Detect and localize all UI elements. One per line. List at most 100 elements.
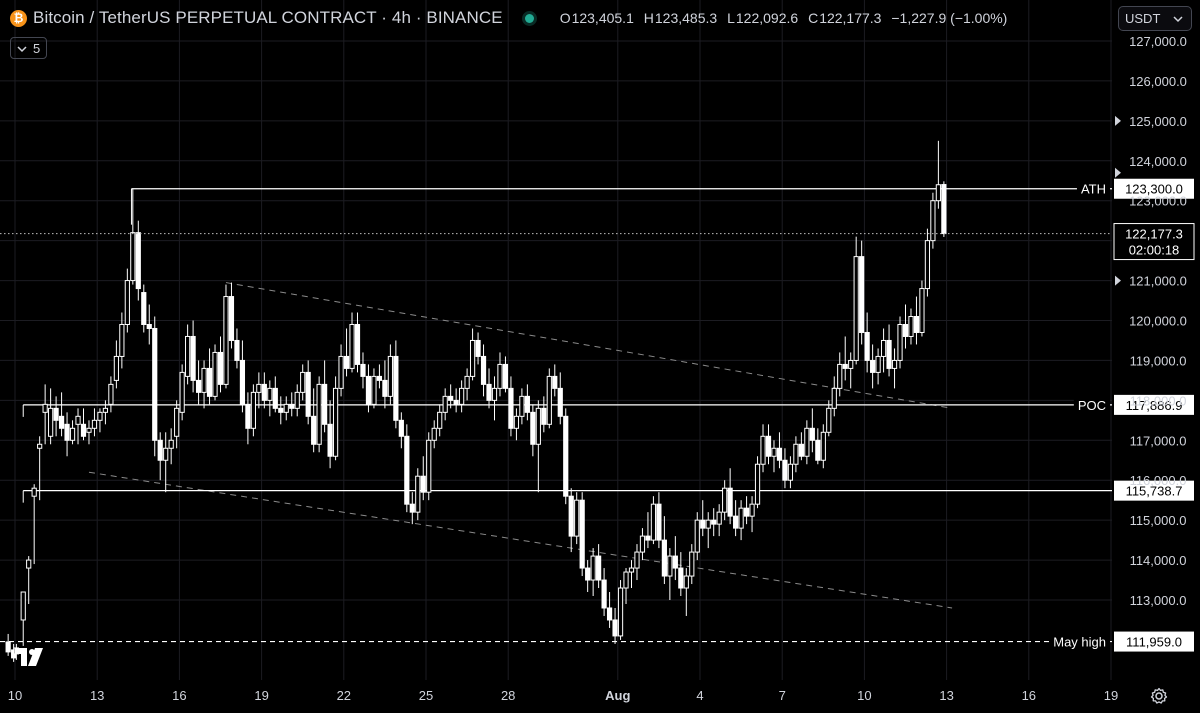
candle-body (585, 567, 591, 581)
change-value: −1,227.9 (−1.00%) (891, 10, 1008, 26)
time-axis-label: 25 (419, 688, 433, 703)
horizontal-levels: ATH 123,300.0 POC 117,886.9 115,738.7 May hig… (0, 178, 1194, 652)
candle-body (245, 403, 251, 429)
candle-body (552, 375, 558, 389)
symbol-header[interactable]: ₿ Bitcoin / TetherUS PERPETUAL CONTRACT … (10, 7, 1013, 29)
candle-body (37, 443, 43, 449)
candle-body (360, 363, 366, 377)
candle-body (327, 423, 333, 457)
candle-countdown-label: 02:00:18 (1129, 243, 1180, 258)
time-axis-label: 16 (172, 688, 186, 703)
candle-body (223, 296, 229, 385)
time-axis-label: 7 (779, 688, 786, 703)
open-label: O (559, 10, 571, 26)
candle-body (437, 411, 443, 429)
candle-body (431, 427, 437, 441)
time-axis: 10 13 16 19 22 25 28 Aug 4 7 10 13 16 19 (8, 688, 1118, 703)
candle-body (398, 419, 404, 437)
candle-body (760, 435, 766, 465)
candle-body (875, 355, 881, 373)
candle-body (859, 256, 865, 333)
gear-icon[interactable] (1150, 687, 1168, 705)
candle-body (880, 339, 887, 357)
currency-select[interactable]: USDT (1118, 6, 1192, 31)
candle-body (634, 551, 640, 569)
candle-body (185, 335, 191, 377)
candle-body (190, 335, 196, 381)
candle-body (316, 383, 322, 445)
candle-body (700, 519, 706, 529)
candle-body (415, 475, 421, 513)
candle-body (305, 371, 311, 417)
candle-body (886, 339, 892, 369)
candle-body (42, 403, 48, 413)
candle-body (820, 431, 826, 461)
candle-body (568, 495, 574, 537)
candle-body (80, 423, 87, 437)
market-open-indicator (524, 13, 534, 23)
price-axis: 127,000.0 126,000.0 125,000.0 124,000.0 123,… (1115, 34, 1187, 608)
candle-body (738, 507, 744, 529)
candle-body (26, 559, 32, 569)
candle-body (617, 587, 624, 637)
candle-body (283, 403, 289, 413)
level-price-tag (1114, 394, 1194, 415)
candle-body (848, 359, 854, 369)
open-value: 123,405.1 (571, 10, 634, 26)
price-axis-label: 123,000.0 (1129, 194, 1187, 209)
candle-body (776, 447, 783, 461)
level-price-tag (1114, 631, 1194, 652)
trendline (225, 282, 953, 409)
candle-body (174, 407, 180, 437)
candle-body (475, 339, 481, 357)
level-price-tag (1114, 480, 1194, 501)
candle-body (683, 575, 689, 589)
candle-body (146, 323, 152, 329)
candle-body (278, 407, 284, 413)
candle-body (420, 475, 426, 493)
candle-body (464, 375, 470, 389)
candle-body (442, 395, 448, 413)
candle-body (365, 375, 372, 405)
candle-body (201, 367, 207, 393)
candle-body (831, 387, 837, 409)
time-axis-label: Aug (605, 688, 630, 703)
candle-body (97, 411, 103, 421)
candle-body (579, 499, 585, 569)
candle-body (58, 415, 65, 429)
candle-body (322, 383, 328, 425)
low-value: 122,092.6 (735, 10, 799, 26)
candle-body (754, 463, 761, 505)
price-axis-label: 115,000.0 (1130, 513, 1187, 528)
candle-body (574, 499, 580, 537)
candle-body (897, 323, 903, 361)
symbol-title[interactable]: Bitcoin / TetherUS PERPETUAL CONTRACT · … (33, 8, 503, 27)
candle-body (354, 323, 361, 365)
close-value: 122,177.3 (819, 10, 882, 26)
candle-body (650, 503, 657, 541)
level-name: May high (1053, 635, 1106, 650)
candle-body (48, 407, 54, 437)
candle-body (382, 379, 388, 397)
candle-body (497, 363, 503, 389)
candle-body (311, 415, 317, 445)
candle-body (749, 503, 755, 517)
candle-body (486, 383, 492, 401)
bitcoin-icon: ₿ (10, 9, 27, 27)
candle-body (332, 387, 339, 457)
indicators-toggle[interactable]: 5 (10, 37, 48, 59)
candle-body (913, 316, 920, 333)
candle-body (771, 447, 777, 457)
candle-body (64, 423, 70, 441)
candle-body (930, 200, 936, 242)
level-price-label: 111,959.0 (1126, 635, 1182, 650)
candle-body (557, 387, 563, 417)
candle-body (31, 487, 37, 497)
time-axis-label: 22 (337, 688, 351, 703)
candle-body (837, 363, 843, 389)
price-axis-label: 127,000.0 (1129, 34, 1187, 49)
level-price-label: 117,886.9 (1126, 398, 1183, 413)
candle-body (294, 391, 300, 409)
